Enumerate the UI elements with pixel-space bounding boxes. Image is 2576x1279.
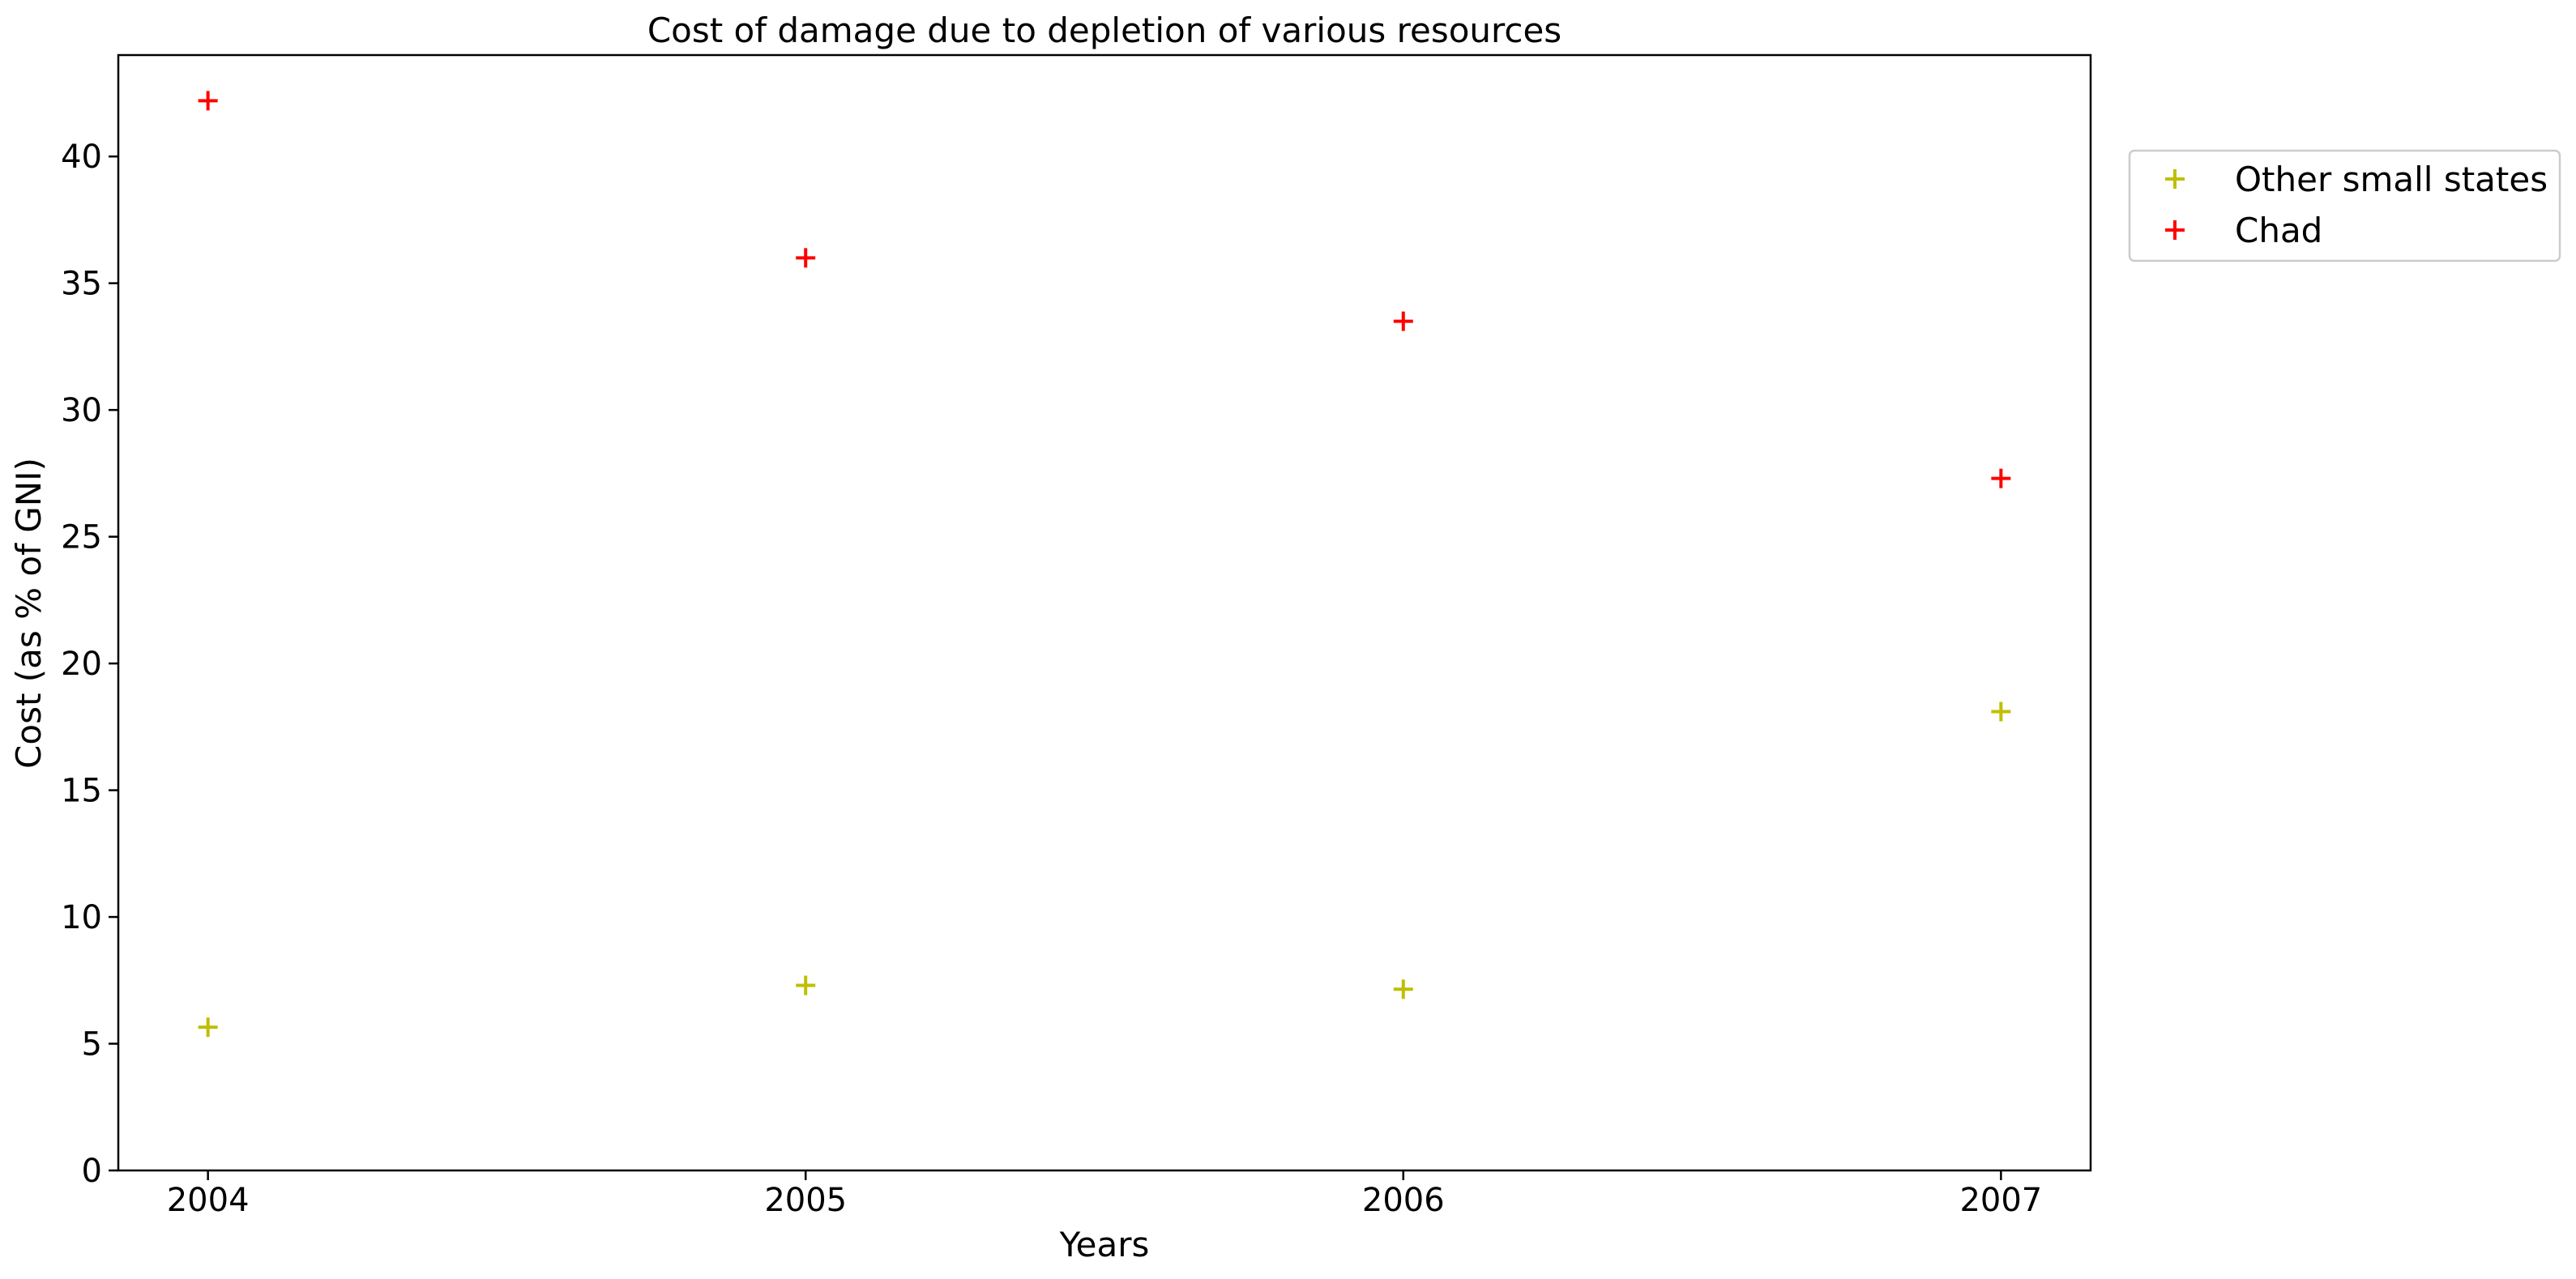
x-tick-label: 2005: [764, 1182, 847, 1219]
x-axis: 2004 2005 2006 2007: [167, 1170, 2042, 1219]
data-point-series-1: [796, 248, 816, 268]
data-point-series-1: [198, 91, 218, 111]
data-point-series-0: [1991, 701, 2011, 722]
x-tick-label: 2007: [1959, 1182, 2042, 1219]
x-tick-label: 2006: [1362, 1182, 1445, 1219]
data-point-series-1: [1393, 311, 1413, 331]
legend-marker: [2165, 169, 2185, 189]
y-tick-label: 35: [61, 266, 102, 303]
y-tick-label: 20: [61, 646, 102, 683]
y-tick-label: 30: [61, 392, 102, 429]
legend: Other small states Chad: [2128, 149, 2561, 262]
data-point-series-0: [1393, 979, 1413, 1000]
y-tick-label: 5: [82, 1026, 102, 1064]
plot-area: [117, 53, 2092, 1172]
x-tick-label: 2004: [167, 1182, 250, 1219]
data-point-series-1: [1991, 468, 2011, 488]
legend-marker: [2165, 220, 2185, 240]
legend-label: Chad: [2235, 211, 2322, 250]
data-point-series-0: [198, 1017, 218, 1038]
y-tick-label: 25: [61, 519, 102, 556]
y-tick-label: 0: [82, 1153, 102, 1190]
data-markers: [198, 91, 2011, 1038]
chart-title: Cost of damage due to depletion of vario…: [647, 11, 1561, 50]
data-point-series-0: [796, 975, 816, 995]
y-tick-label: 40: [61, 139, 102, 176]
y-tick-label: 10: [61, 899, 102, 936]
legend-label: Other small states: [2235, 160, 2548, 199]
legend-box: [2128, 149, 2561, 262]
y-tick-label: 15: [61, 773, 102, 810]
y-axis: 0 5 10 15 20 25 30 35 40: [61, 139, 118, 1190]
y-axis-label: Cost (as % of GNI): [9, 458, 49, 769]
x-axis-label: Years: [1059, 1225, 1150, 1264]
